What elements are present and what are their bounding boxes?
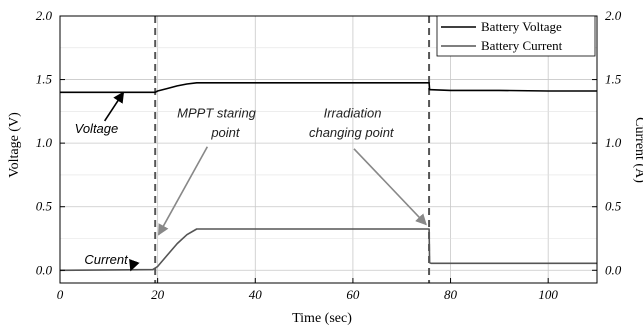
legend-label-voltage: Battery Voltage bbox=[481, 19, 562, 34]
y-ticks: 0.0 0.0 0.5 0.5 1.0 1.0 1.5 1.5 2.0 2.0 bbox=[36, 8, 622, 277]
y-right-tick-label: 2.0 bbox=[605, 8, 622, 23]
y-left-tick-label: 0.5 bbox=[36, 199, 53, 214]
x-tick-label: 40 bbox=[249, 287, 263, 302]
y-left-tick-label: 0.0 bbox=[36, 262, 53, 277]
annotation-text: Irradiation bbox=[324, 106, 382, 121]
x-tick-label: 80 bbox=[444, 287, 458, 302]
annotation-arrow bbox=[103, 91, 125, 122]
annotation-text: Current bbox=[84, 252, 129, 267]
annotation-arrow bbox=[353, 148, 427, 226]
legend-box bbox=[436, 15, 596, 57]
y-axis-left-label: Voltage (V) bbox=[7, 112, 22, 178]
y-left-tick-label: 1.0 bbox=[36, 135, 53, 150]
x-tick-label: 0 bbox=[57, 287, 64, 302]
y-right-tick-label: 0.0 bbox=[605, 262, 622, 277]
annotation-arrow bbox=[157, 146, 209, 236]
legend-label-current: Battery Current bbox=[481, 38, 563, 53]
series-line-battery-current bbox=[59, 228, 597, 272]
annotations: Voltage Current MPPT staring point Irradiati… bbox=[75, 91, 427, 272]
x-tick-label: 20 bbox=[151, 287, 165, 302]
annotation-text: point bbox=[210, 125, 241, 140]
y-axis-right-label: Current (A) bbox=[632, 117, 643, 183]
x-tick-label: 100 bbox=[538, 287, 558, 302]
annotation-arrow bbox=[129, 258, 140, 272]
y-right-tick-label: 1.0 bbox=[605, 135, 622, 150]
legend: Battery Voltage Battery Current bbox=[436, 15, 596, 57]
vertical-markers bbox=[154, 16, 431, 283]
series-lines bbox=[59, 82, 597, 272]
y-left-tick-label: 2.0 bbox=[36, 8, 53, 23]
series-line-battery-voltage bbox=[60, 82, 597, 94]
annotation-text: Voltage bbox=[75, 121, 119, 136]
plot-frame bbox=[59, 15, 598, 284]
y-left-tick-label: 1.5 bbox=[36, 72, 53, 87]
x-tick-label: 60 bbox=[346, 287, 360, 302]
x-ticks: 0 20 40 60 80 100 bbox=[57, 278, 558, 302]
x-axis-label: Time (sec) bbox=[292, 311, 352, 326]
y-right-tick-label: 1.5 bbox=[605, 72, 622, 87]
y-right-tick-label: 0.5 bbox=[605, 199, 622, 214]
annotation-text: MPPT staring bbox=[177, 106, 257, 121]
annotation-text: changing point bbox=[309, 125, 395, 140]
